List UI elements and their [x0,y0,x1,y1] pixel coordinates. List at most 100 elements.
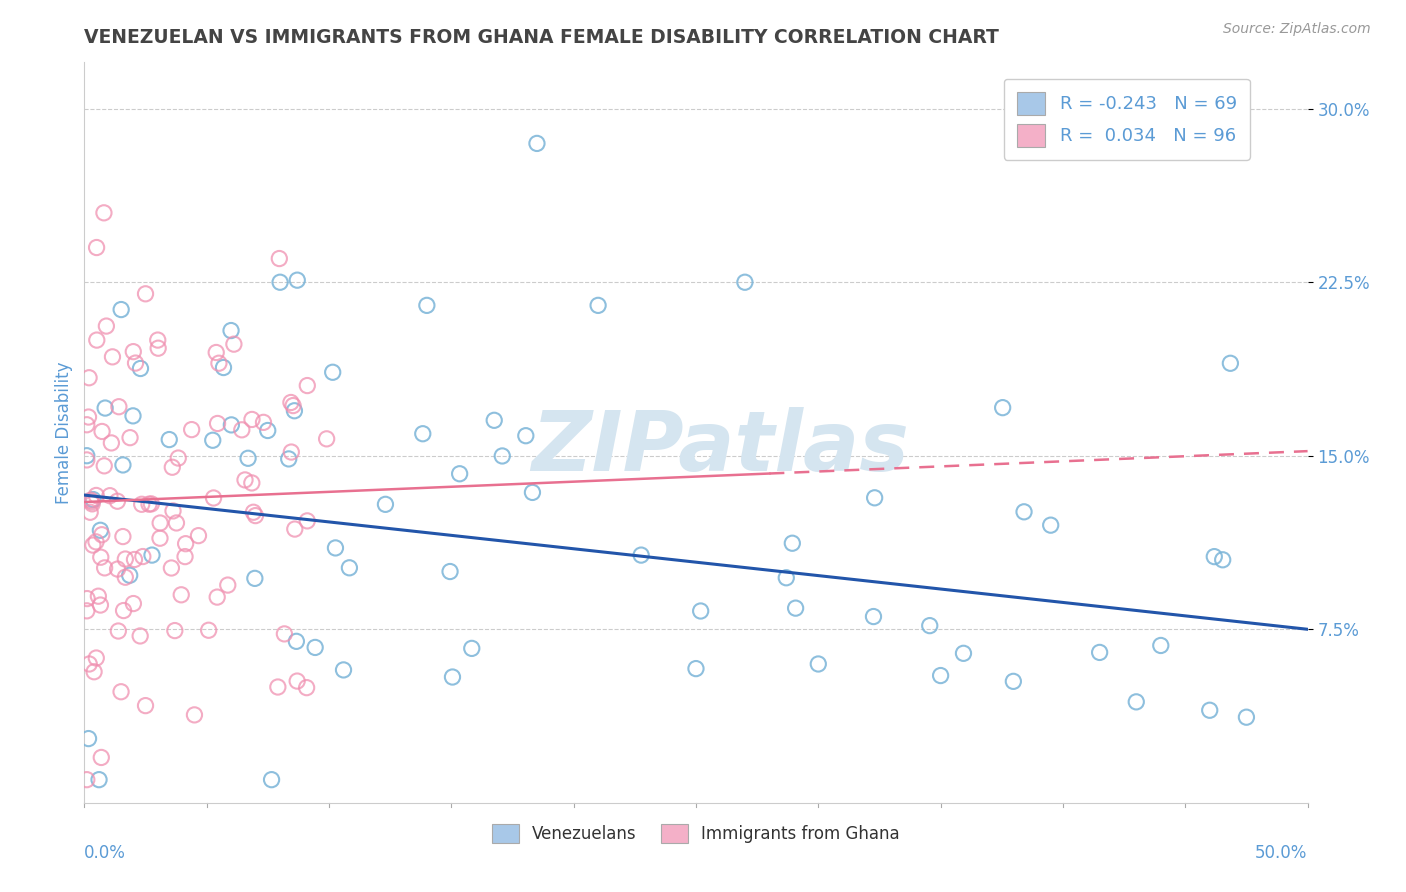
Point [76,417,98,432]
Point [322,365,344,379]
Point [87,772,110,787]
Point [277,451,299,466]
Point [515,428,537,442]
Point [775,571,797,585]
Point [141,548,163,562]
Point [84,534,107,549]
Point [281,399,304,413]
Point [285,634,308,648]
Point [284,522,307,536]
Point [79,505,101,519]
Point [461,641,484,656]
Point [76,772,98,787]
Point [315,432,337,446]
Point [297,378,319,392]
Point [685,662,707,676]
Point [332,663,354,677]
Point [441,670,464,684]
Point [236,451,259,466]
Point [83,665,105,679]
Point [256,424,278,438]
Point [231,423,253,437]
Point [412,426,434,441]
Point [138,497,160,511]
Point [82,492,104,507]
Point [522,485,544,500]
Point [219,324,242,338]
Point [100,436,122,450]
Text: Source: ZipAtlas.com: Source: ZipAtlas.com [1223,22,1371,37]
Point [129,629,152,643]
Point [96,319,118,334]
Point [122,597,145,611]
Point [84,488,107,502]
Point [162,460,184,475]
Point [131,497,153,511]
Point [285,674,308,689]
Point [162,504,184,518]
Point [1088,645,1111,659]
Point [93,561,115,575]
Point [146,333,169,347]
Point [110,685,132,699]
Point [82,538,104,552]
Point [76,604,98,618]
Point [122,409,145,423]
Point [135,286,157,301]
Point [110,302,132,317]
Point [205,590,228,604]
Point [76,449,98,463]
Point [484,413,506,427]
Point [1204,549,1226,564]
Point [205,345,228,359]
Point [77,370,100,384]
Point [80,495,103,509]
Point [280,445,302,459]
Point [183,707,205,722]
Text: 50.0%: 50.0% [1256,844,1308,862]
Point [202,491,225,505]
Point [491,449,513,463]
Point [785,601,807,615]
Point [233,473,256,487]
Point [991,401,1014,415]
Point [285,273,308,287]
Point [295,681,318,695]
Point [863,491,886,505]
Point [630,548,652,562]
Point [114,552,136,566]
Point [197,624,219,638]
Point [952,646,974,660]
Point [217,578,239,592]
Point [1012,505,1035,519]
Point [187,528,209,542]
Point [918,618,941,632]
Point [207,417,229,431]
Point [157,433,180,447]
Point [174,537,197,551]
Point [166,516,188,530]
Point [273,627,295,641]
Point [222,337,245,351]
Point [325,541,347,555]
Point [1039,518,1062,533]
Point [339,561,361,575]
Point [89,598,111,612]
Point [135,698,157,713]
Point [149,531,172,545]
Point [77,657,100,671]
Point [111,530,134,544]
Point [80,493,103,508]
Point [76,591,98,606]
Point [146,341,169,355]
Point [77,410,100,425]
Point [297,514,319,528]
Point [208,356,231,370]
Point [108,400,131,414]
Point [111,458,134,472]
Point [929,668,952,682]
Point [689,604,711,618]
Point [807,657,830,671]
Point [242,505,264,519]
Point [89,523,111,537]
